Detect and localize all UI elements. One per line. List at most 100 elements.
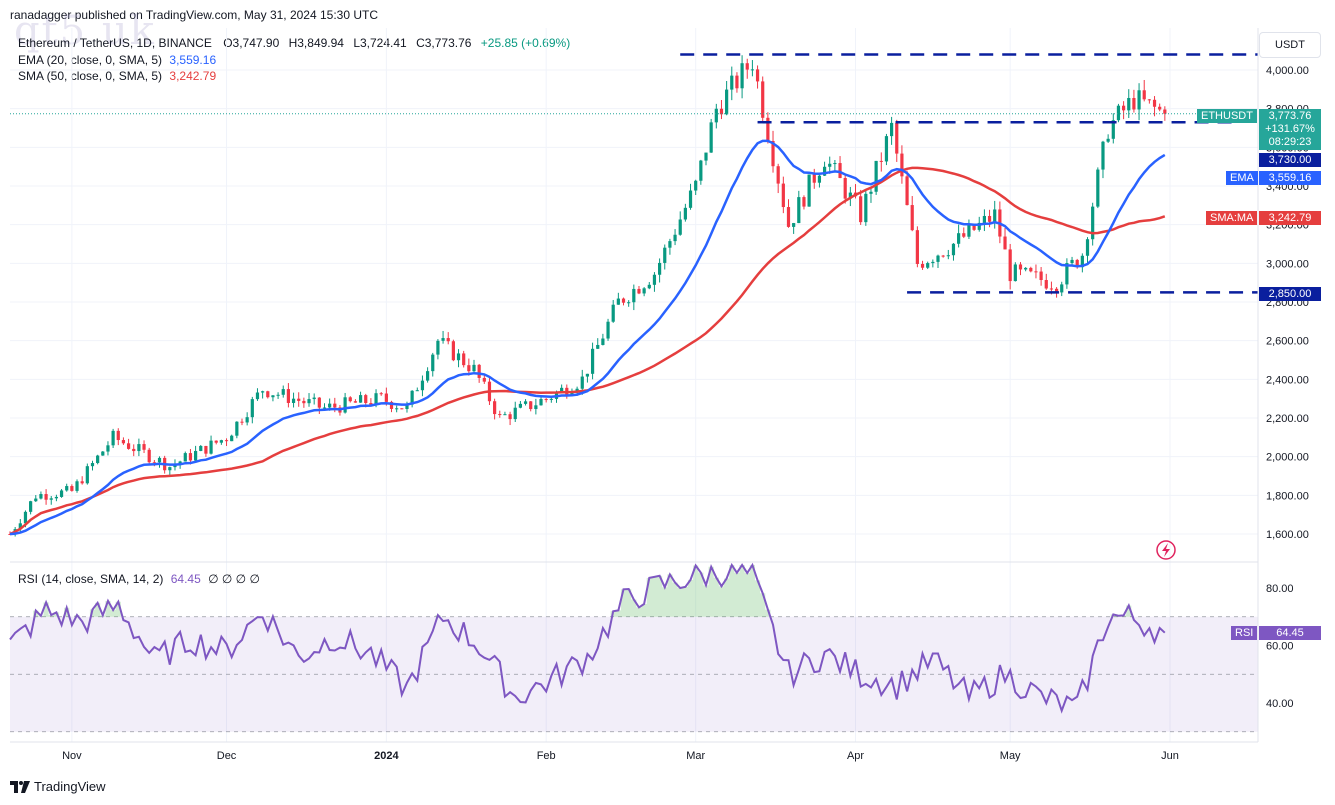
candle [65,483,69,492]
candle [647,282,651,290]
candle [740,55,744,99]
close-value: C3,773.76 [416,36,472,50]
tradingview-brand[interactable]: TradingView [10,779,106,794]
candle [121,437,126,445]
candle [637,285,641,295]
candle-body [740,63,744,89]
candle [266,390,270,399]
candle-body [1158,106,1162,110]
candle-body [745,63,749,70]
candle-body [590,348,595,374]
high-value: H3,849.94 [288,36,344,50]
candle [245,412,249,426]
ema-value-tag-value: 3,559.16 [1268,172,1312,184]
candle [683,203,687,222]
candle-body [534,405,538,410]
candle [451,339,455,362]
alert-icon[interactable] [1156,540,1176,560]
candle [49,495,53,505]
candle-body [508,414,512,420]
candle-body [580,376,584,389]
rsi-legend[interactable]: RSI (14, close, SMA, 14, 2) 64.45 ∅ ∅ ∅ … [18,572,260,586]
candle [420,375,425,397]
candle [786,199,791,228]
candle-body [1080,255,1084,268]
candle-body [503,414,507,416]
rsi-name-tag: RSI [1231,626,1258,640]
candle-body [900,153,904,177]
candle-body [1152,99,1157,107]
price-tick-label: 4,000.00 [1266,65,1309,77]
candle [658,258,662,283]
candle [910,196,914,232]
sma-legend[interactable]: SMA (50, close, 0, SMA, 5) 3,242.79 [18,69,216,83]
candle-body [1132,97,1136,110]
candle-body [699,160,703,181]
symbol-tag: ETHUSDT [1197,109,1257,123]
candle-body [224,440,229,442]
candle [688,183,693,210]
candle [219,439,223,445]
candle [627,300,631,307]
candle [776,163,780,194]
candle-body [1070,259,1074,264]
candle-body [462,353,466,366]
candle [926,261,930,270]
candle-body [395,408,399,410]
candle [214,440,218,445]
watermark: qt5 uk [14,8,156,54]
price-tick-label: 3,000.00 [1266,258,1309,270]
candle-body [1060,284,1064,293]
time-tick-label: Mar [686,750,705,762]
candle-body [884,136,889,162]
candle [642,287,646,297]
candle [75,479,79,493]
candle [807,174,811,207]
rsi-background [10,616,1258,733]
candle-body [601,338,605,345]
candle-body [807,174,811,207]
candle [843,174,847,204]
candle [126,438,131,450]
candle-body [451,341,455,361]
candle-body [627,302,631,304]
candle [59,488,64,498]
candle-body [719,108,724,115]
ema-legend[interactable]: EMA (20, close, 0, SMA, 5) 3,559.16 [18,53,216,67]
currency-button[interactable]: USDT [1259,32,1321,58]
candle-body [343,397,347,413]
time-axis: Nov Dec 2024 Feb Mar Apr May Jun [62,750,1179,762]
candle-body [936,255,940,262]
candle [652,272,657,292]
candle-body [694,180,698,191]
candle-body [611,304,615,322]
resistance-tag: 3,730.00 [1259,153,1321,167]
candle-body [493,401,497,415]
candle-body [920,263,925,268]
candle [503,411,507,416]
candle-body [812,174,816,183]
candle-body [879,160,883,162]
candle [719,99,724,120]
candle-body [498,414,502,416]
candle-body [209,440,213,454]
candle-body [1127,97,1131,111]
candle-body [663,247,667,263]
candle [101,451,105,456]
candle [766,112,770,144]
candle [379,392,383,396]
candle-body [1122,105,1126,111]
candle-body [714,108,718,123]
candle [967,219,971,239]
candle [951,243,956,261]
candle [1096,167,1100,209]
candle-body [957,233,961,244]
price-tag-value: 3,773.76 [1268,110,1312,122]
candle-body [874,160,878,192]
time-tick-label: 2024 [374,750,399,762]
candle-body [755,69,760,82]
candle [1101,140,1105,179]
candle [523,399,528,406]
candle [1080,253,1084,273]
